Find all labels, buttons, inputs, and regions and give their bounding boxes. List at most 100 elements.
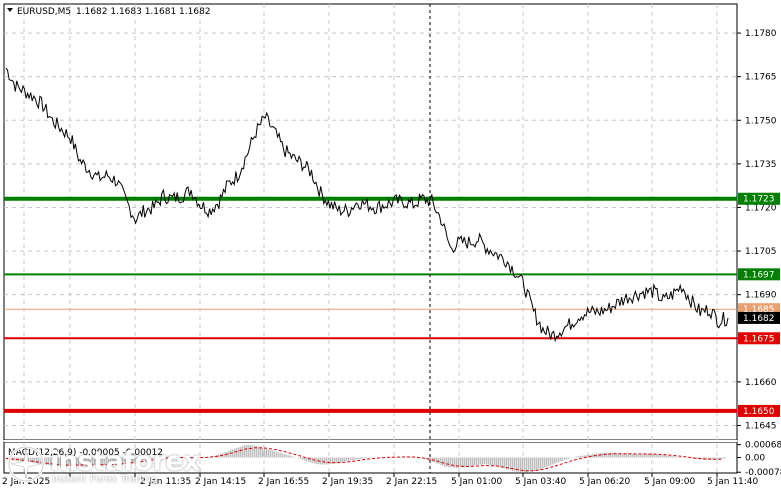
time-tick-label: 5 Jan 01:00	[451, 477, 503, 487]
macd-histogram-bar	[466, 457, 468, 467]
macd-histogram-bar	[506, 457, 508, 470]
macd-histogram-bar	[500, 457, 502, 468]
macd-histogram-bar	[20, 457, 22, 462]
macd-histogram-bar	[94, 457, 96, 465]
macd-histogram-bar	[462, 457, 464, 468]
instaforex-logo[interactable]: instaforex Instant Forex Trading	[6, 444, 201, 486]
macd-histogram-bar	[284, 454, 286, 458]
ohlc-label: 1.1682 1.1683 1.1681 1.1682	[76, 7, 211, 17]
macd-histogram-bar	[716, 457, 718, 460]
price-tick-label: 1.1645	[745, 421, 777, 431]
macd-histogram-bar	[656, 454, 658, 458]
level-1682-tag	[738, 311, 780, 324]
macd-histogram-bar	[100, 457, 102, 465]
price-tick-label: 1.1765	[745, 73, 777, 83]
macd-histogram-bar	[660, 454, 662, 458]
macd-histogram-bar	[334, 457, 336, 464]
level-1675-tag-label: 1.1675	[743, 334, 775, 344]
time-tick-label: 2 Jan 22:15	[386, 477, 437, 487]
macd-histogram-bar	[232, 449, 234, 458]
macd-histogram-bar	[326, 457, 328, 465]
time-tick-label: 2 Jan 16:55	[258, 477, 309, 487]
macd-histogram-bar	[710, 457, 712, 460]
macd-histogram-bar	[242, 445, 244, 458]
macd-histogram-bar	[90, 457, 92, 465]
time-axis: 2 Jan 2025 2 Jan 11:35 2 Jan 14:15 2 Jan 16…	[2, 473, 759, 487]
macd-histogram-bar	[48, 457, 50, 466]
macd-histogram-bar	[114, 457, 116, 465]
pane-separator[interactable]	[4, 440, 737, 442]
macd-histogram-bar	[140, 457, 142, 461]
macd-histogram-bar	[644, 453, 646, 458]
macd-histogram-bar	[164, 456, 166, 458]
macd-histogram-bar	[62, 457, 64, 467]
macd-histogram-bar	[124, 457, 126, 464]
macd-histogram-bar	[102, 457, 104, 465]
macd-histogram-bar	[616, 452, 618, 458]
macd-histogram-bar	[464, 457, 466, 468]
macd-histogram-bar	[440, 457, 442, 465]
macd-histogram-bar	[718, 457, 720, 460]
macd-histogram-bar	[172, 456, 174, 458]
macd-histogram-bar	[120, 457, 122, 464]
macd-histogram-bar	[250, 445, 252, 458]
macd-histogram-bar	[46, 457, 48, 466]
macd-histogram-bar	[664, 455, 666, 458]
price-tick-label: 1.1720	[745, 203, 777, 213]
macd-histogram-bar	[620, 453, 622, 458]
level-1650-tag	[738, 404, 780, 417]
macd-histogram-bar	[274, 451, 276, 458]
macd-histogram-bar	[658, 454, 660, 458]
macd-histogram-bar	[40, 457, 42, 464]
macd-histogram-bar	[88, 457, 90, 465]
price-tick-label: 1.1735	[745, 160, 777, 170]
macd-histogram-bar	[306, 457, 308, 462]
macd-histogram-bar	[636, 454, 638, 458]
price-plot-frame	[3, 3, 738, 441]
macd-tick-label: 0.00068	[745, 441, 781, 451]
time-tick-label: 2 Jan 14:15	[195, 477, 246, 487]
macd-histogram-bar	[516, 457, 518, 472]
macd-histogram-bar	[568, 457, 570, 459]
macd-histogram-bar	[92, 457, 94, 465]
macd-histogram-bar	[252, 445, 254, 458]
macd-histogram-bar	[72, 457, 74, 466]
macd-histogram-bar	[50, 457, 52, 466]
macd-histogram-bar	[480, 457, 482, 465]
macd-histogram-bar	[230, 450, 232, 458]
macd-histogram-bar	[364, 457, 366, 459]
macd-histogram-bar	[238, 447, 240, 458]
macd-histogram-bar	[298, 457, 300, 459]
macd-histogram-bar	[54, 457, 56, 466]
time-tick-label: 5 Jan 09:00	[644, 477, 696, 487]
level-1723-tag	[738, 192, 780, 205]
macd-histogram-bar	[448, 457, 450, 468]
macd-histogram-bar	[110, 457, 112, 465]
price-tick-label: 1.1780	[745, 29, 777, 39]
macd-histogram-bar	[488, 457, 490, 465]
macd-histogram-bar	[456, 457, 458, 468]
macd-histogram-bar	[494, 457, 496, 466]
macd-histogram-bar	[322, 457, 324, 465]
macd-histogram-bar	[76, 457, 78, 466]
macd-histogram-bar	[144, 457, 146, 460]
macd-histogram-bar	[678, 456, 680, 458]
macd-histogram-bar	[676, 456, 678, 458]
macd-histogram-bar	[666, 455, 668, 458]
macd-histogram-bar	[254, 445, 256, 458]
macd-histogram-bar	[504, 457, 506, 469]
macd-histogram-bar	[566, 457, 568, 460]
macd-label: MACD(12,26,9) -0.00005 -0.00012	[8, 448, 163, 458]
price-tick-label: 1.1660	[745, 378, 777, 388]
macd-histogram-bar	[628, 453, 630, 458]
macd-histogram-bar	[630, 453, 632, 458]
macd-histogram-bar	[266, 449, 268, 458]
time-tick-label: 5 Jan 06:20	[579, 477, 631, 487]
macd-histogram-bar	[458, 457, 460, 468]
collapse-triangle-icon[interactable]	[7, 8, 13, 12]
macd-histogram-bar	[270, 450, 272, 458]
macd-histogram-bar	[272, 450, 274, 458]
macd-histogram-bar	[608, 452, 610, 458]
